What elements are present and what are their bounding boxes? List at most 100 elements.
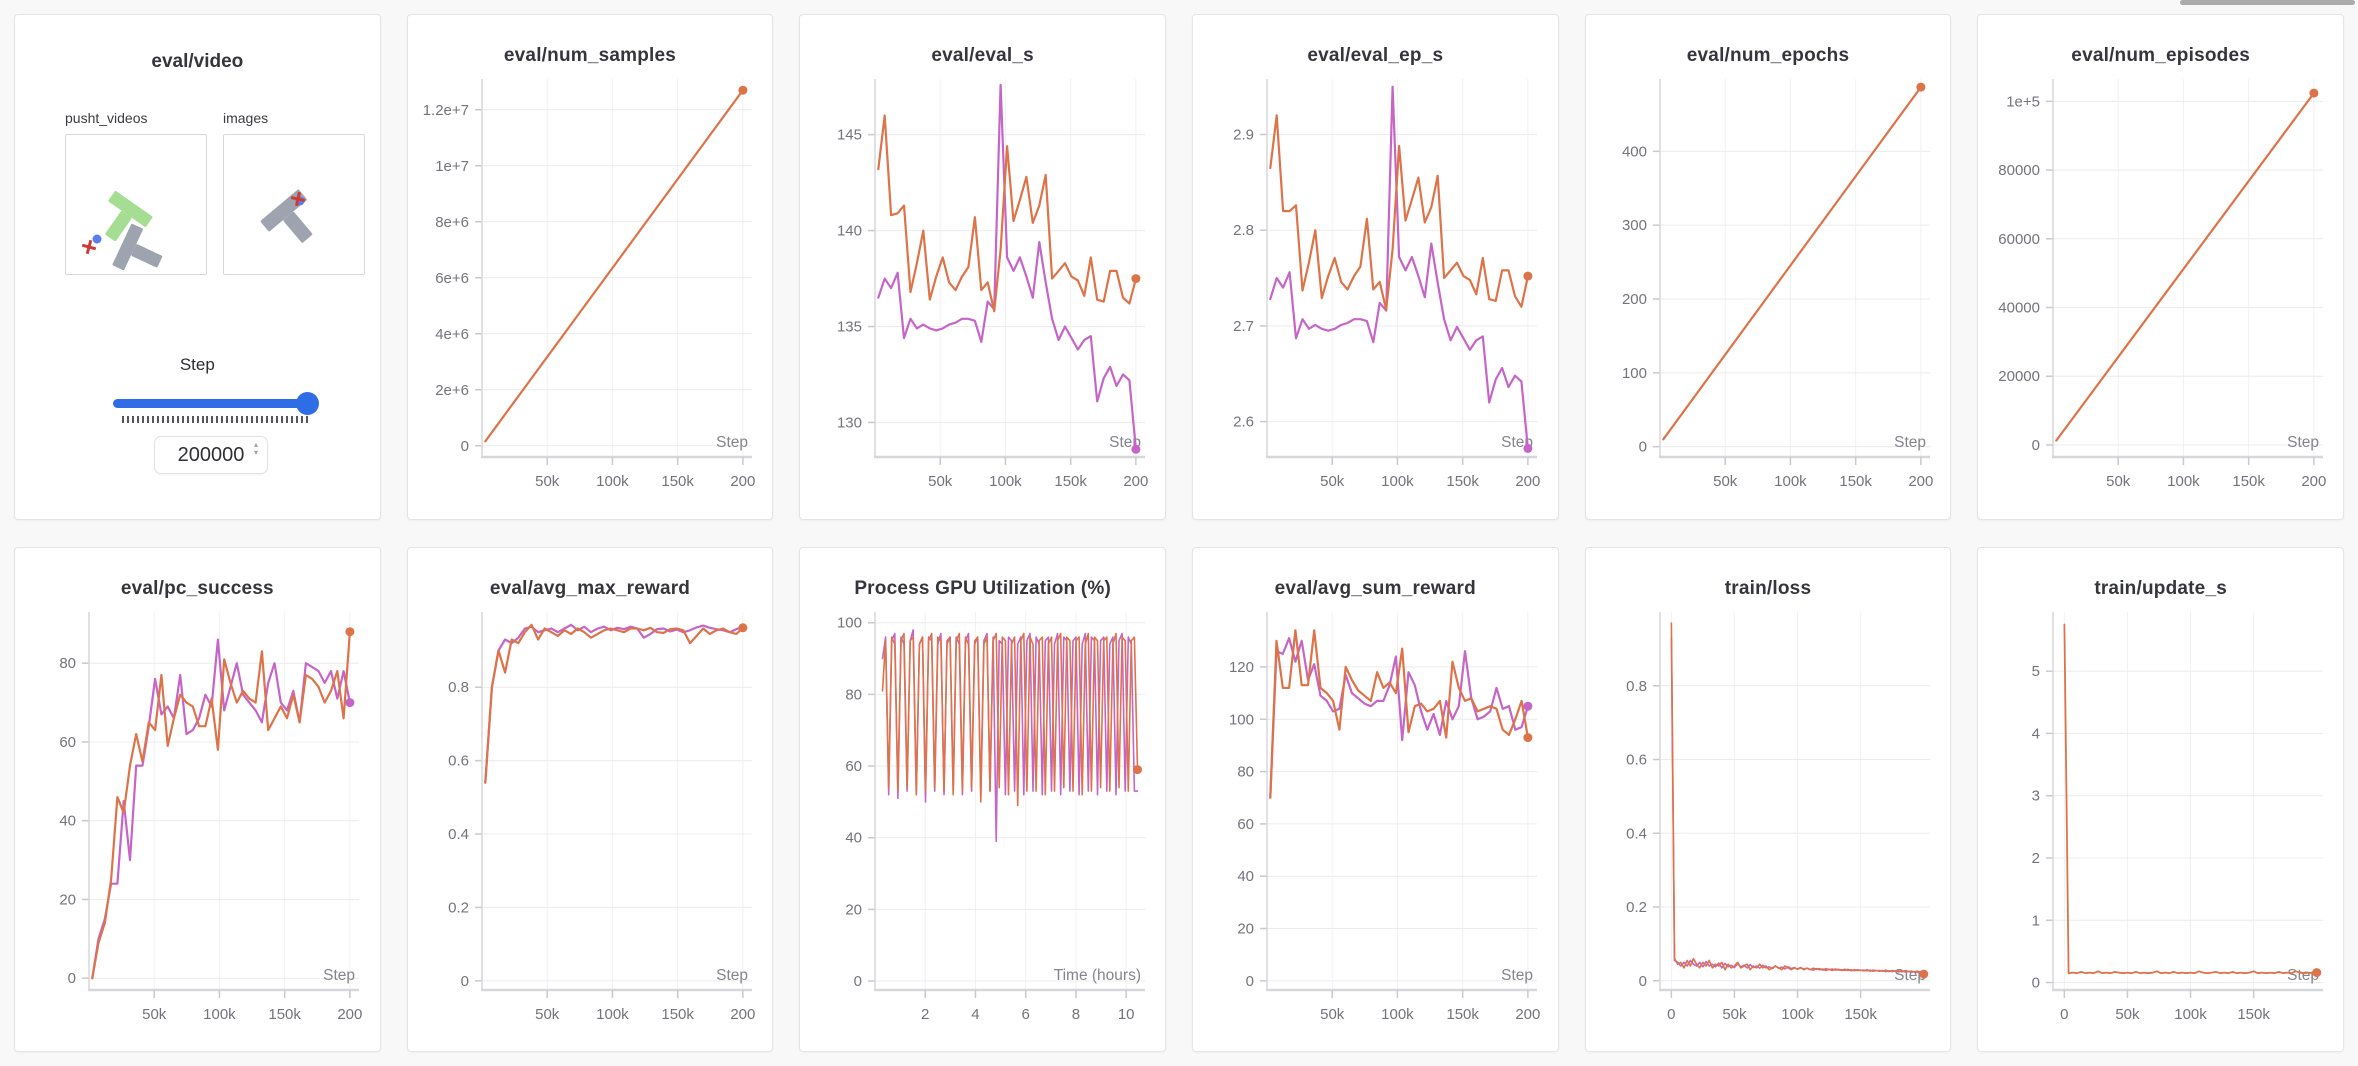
x-tick-label: 200 <box>1123 473 1148 490</box>
chart-canvas[interactable]: 0 1 2 3 4 5 0 50k 100k 150k Step <box>1989 604 2333 1036</box>
y-tick-label: 40 <box>1238 868 1255 885</box>
panel-eval-pc-success: eval/pc_success 0 20 40 60 80 50k 100k 150k 200 S… <box>14 546 381 1052</box>
x-tick-label: 100k <box>1781 1006 1814 1023</box>
panel-eval-num-episodes: eval/num_episodes 0 20000 40000 60000 80000 1… <box>1977 14 2344 520</box>
y-tick-label: 40000 <box>1998 300 2040 317</box>
scrollbar-fragment[interactable] <box>2180 0 2355 5</box>
orange-run-line <box>91 630 352 979</box>
chart-title: eval/num_samples <box>503 45 677 66</box>
line-chart-svg: 0 2e+6 4e+6 6e+6 8e+6 1e+7 1.2e+7 50k 100k 150k 20… <box>423 79 755 490</box>
orange-run-line <box>2054 92 2315 442</box>
target-cross <box>290 191 306 207</box>
chart-canvas[interactable]: 0 20 40 60 80 100 2 4 6 8 10 Time (hours) <box>811 604 1155 1036</box>
x-tick-label: 200 <box>2301 473 2326 490</box>
y-tick-label: 5 <box>2031 663 2039 680</box>
target-cross <box>81 239 97 255</box>
stepper-down-icon[interactable]: ▾ <box>253 448 258 457</box>
x-tick-label: 10 <box>1117 1006 1134 1023</box>
x-tick-label: 150k <box>2232 473 2265 490</box>
y-tick-label: 60 <box>845 758 862 775</box>
chart-canvas[interactable]: 130 135 140 145 50k 100k 150k 200 Step <box>811 71 1155 503</box>
x-tick-label: 100k <box>989 473 1022 490</box>
chart-canvas[interactable]: 2.6 2.7 2.8 2.9 50k 100k 150k 200 Step <box>1203 71 1547 503</box>
y-tick-label: 135 <box>837 319 862 336</box>
x-tick-label: 100k <box>1774 473 1807 490</box>
x-tick-label: 50k <box>142 1006 167 1023</box>
chart-canvas[interactable]: 0 0.2 0.4 0.6 0.8 50k 100k 150k 200 Step <box>418 604 762 1036</box>
purple-run-line <box>1269 85 1530 450</box>
y-tick-label: 2e+6 <box>435 382 469 399</box>
step-slider-label: Step <box>179 355 215 374</box>
y-tick-label: 0 <box>1639 972 1647 989</box>
y-tick-label: 0 <box>1639 439 1647 456</box>
orange-run-line <box>1269 114 1530 311</box>
stepper-up-icon[interactable]: ▴ <box>253 440 258 449</box>
x-tick-label: 200 <box>1516 1006 1541 1023</box>
y-tick-label: 4 <box>2031 725 2039 742</box>
x-axis-label: Time (hours) <box>1053 967 1140 984</box>
y-tick-label: 0 <box>1246 972 1254 989</box>
chart-canvas[interactable]: 0 0.2 0.4 0.6 0.8 0 50k 100k 150k Step <box>1596 604 1940 1036</box>
y-tick-label: 40 <box>845 829 862 846</box>
orange-run-line <box>1662 86 1922 441</box>
y-tick-label: 140 <box>837 223 862 240</box>
y-tick-label: 20 <box>845 901 862 918</box>
y-tick-label: 20000 <box>1998 368 2040 385</box>
y-tick-label: 80 <box>1238 763 1255 780</box>
step-slider[interactable] <box>113 392 319 415</box>
x-tick-label: 100k <box>1381 1006 1414 1023</box>
step-slider-knob[interactable] <box>296 392 319 415</box>
orange-run-end-dot <box>1916 82 1926 92</box>
y-tick-label: 200 <box>1622 291 1647 308</box>
x-tick-label: 50k <box>1713 473 1738 490</box>
panel-process-gpu-utilization: Process GPU Utilization (%) 0 20 40 60 80 100… <box>799 546 1166 1052</box>
y-tick-label: 0 <box>2031 437 2039 454</box>
chart-canvas[interactable]: 0 100 200 300 400 50k 100k 150k 200 Step <box>1596 71 1940 503</box>
panel-eval-video: eval/video pusht_videos images <box>14 14 381 520</box>
line-chart-svg: 0 20 40 60 80 100 120 50k 100k 150k 200 Step <box>1229 611 1541 1023</box>
panel-eval-eval-ep-s: eval/eval_ep_s 2.6 2.7 2.8 2.9 50k 100k 150k 20… <box>1191 14 1559 520</box>
orange-run-line <box>881 632 1138 806</box>
y-tick-label: 0 <box>2031 974 2039 991</box>
x-tick-label: 200 <box>730 473 755 490</box>
panel-eval-num-epochs: eval/num_epochs 0 100 200 300 400 50k 100k 150k… <box>1584 14 1952 520</box>
x-axis-label: Step <box>2287 434 2319 451</box>
x-tick-label: 50k <box>1320 473 1345 490</box>
line-chart-svg: 0 0.2 0.4 0.6 0.8 50k 100k 150k 200 Step <box>448 611 755 1023</box>
images-thumbnail[interactable] <box>223 134 365 275</box>
x-tick-label: 200 <box>1516 473 1541 490</box>
y-tick-label: 0.4 <box>1626 825 1647 842</box>
y-tick-label: 120 <box>1229 658 1254 675</box>
chart-title: eval/avg_sum_reward <box>1274 577 1476 599</box>
panel-eval-eval-s: eval/eval_s 130 135 140 145 50k 100k 150k 200 St… <box>799 14 1166 520</box>
y-tick-label: 80 <box>845 686 862 703</box>
chart-canvas[interactable]: 0 20 40 60 80 50k 100k 150k 200 Step <box>25 604 369 1036</box>
purple-run-end-dot <box>1523 701 1533 711</box>
chart-canvas[interactable]: 0 20000 40000 60000 80000 1e+5 50k 100k 150k 200 S… <box>1989 71 2333 503</box>
chart-canvas[interactable]: 0 2e+6 4e+6 6e+6 8e+6 1e+7 1.2e+7 50k 100k 150k 20… <box>418 71 762 503</box>
panel-eval-avg-max-reward: eval/avg_max_reward 0 0.2 0.4 0.6 0.8 50k 100k… <box>406 546 774 1052</box>
orange-run-end-dot <box>1919 969 1929 979</box>
y-tick-label: 40 <box>60 812 77 829</box>
chart-canvas[interactable]: 0 20 40 60 80 100 120 50k 100k 150k 200 Step <box>1203 604 1547 1036</box>
orange-run-end-dot <box>2309 88 2319 98</box>
step-stepper[interactable]: ▴ ▾ <box>254 441 258 457</box>
x-axis-label: Step <box>323 967 355 984</box>
orange-run-line <box>2063 623 2318 974</box>
x-tick-label: 50k <box>928 473 953 490</box>
y-tick-label: 145 <box>837 127 862 144</box>
line-chart-svg: 0 100 200 300 400 50k 100k 150k 200 Step <box>1622 79 1933 490</box>
y-tick-label: 1e+5 <box>2006 93 2040 110</box>
pusht-scene-image <box>81 191 163 271</box>
y-tick-label: 1 <box>2031 912 2039 929</box>
x-tick-label: 150k <box>661 1006 694 1023</box>
y-tick-label: 2.8 <box>1233 222 1254 239</box>
orange-run-end-dot <box>1523 732 1533 742</box>
x-tick-label: 150k <box>1447 473 1480 490</box>
pusht-video-thumbnail[interactable] <box>65 134 207 275</box>
panel-train-loss: train/loss 0 0.2 0.4 0.6 0.8 0 50k 100k 150k Step <box>1584 546 1952 1052</box>
step-value-input[interactable]: 200000 ▴ ▾ <box>154 436 268 474</box>
